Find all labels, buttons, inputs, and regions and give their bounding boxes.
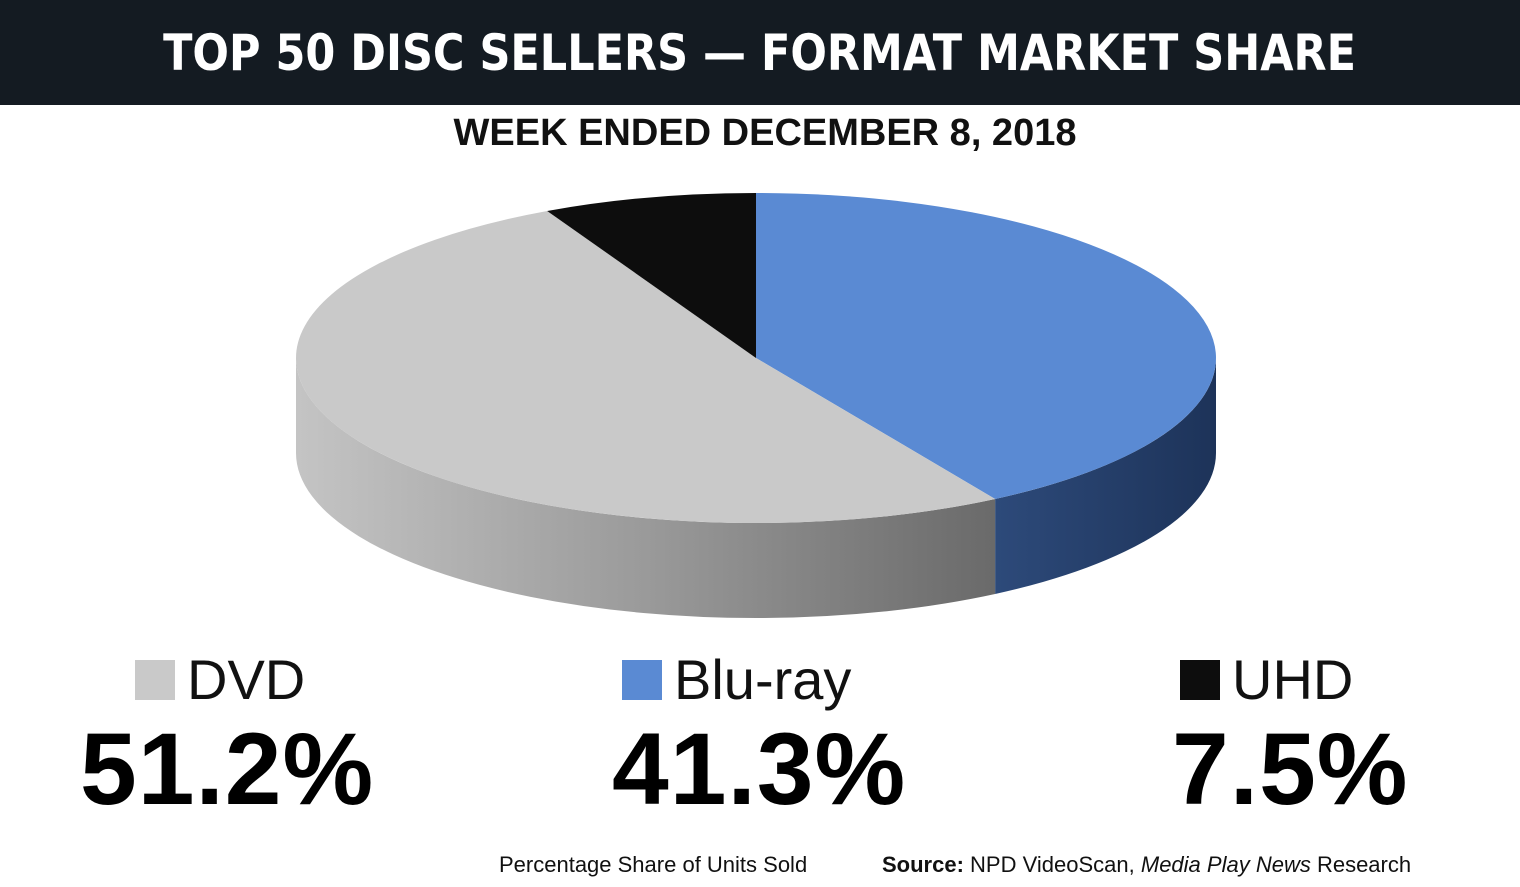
pie-tops	[296, 193, 1216, 523]
pie-slice-dvd	[296, 210, 996, 523]
dvd-swatch	[135, 660, 175, 700]
source-text: NPD VideoScan,	[970, 852, 1135, 877]
chart-subtitle: WEEK ENDED DECEMBER 8, 2018	[453, 112, 1077, 154]
footer-source: Source: NPD VideoScan, Media Play News R…	[882, 852, 1411, 878]
value-label-uhd: 7.5%	[1172, 712, 1409, 826]
footer-note: Percentage Share of Units Sold	[499, 852, 808, 877]
source-tail: Research	[1316, 852, 1412, 877]
legend-item-uhd: UHD 7.5%	[1172, 648, 1409, 821]
pie-side-dvd	[296, 358, 996, 618]
source-label: Source:	[882, 852, 964, 877]
value-label-dvd: 51.2%	[80, 712, 375, 826]
pie-sides	[296, 358, 1216, 618]
pie-slice-bluray	[756, 193, 1216, 499]
chart-title: TOP 50 DISC SELLERS — FORMAT MARKET SHAR…	[163, 23, 1357, 82]
bluray-swatch	[622, 660, 662, 700]
uhd-swatch	[1180, 660, 1220, 700]
legend-label-uhd: UHD	[1232, 648, 1354, 711]
value-label-bluray: 41.3%	[612, 712, 907, 826]
pie-slice-uhd	[547, 193, 756, 358]
legend-item-dvd: DVD 51.2%	[80, 648, 374, 821]
source-italic: Media Play News	[1140, 852, 1311, 877]
legend-label-bluray: Blu-ray	[674, 648, 852, 711]
legend-item-bluray: Blu-ray 41.3%	[612, 648, 906, 821]
legend-label-dvd: DVD	[187, 648, 306, 711]
pie-side-bluray	[995, 358, 1216, 594]
title-bar: TOP 50 DISC SELLERS — FORMAT MARKET SHAR…	[0, 0, 1520, 105]
